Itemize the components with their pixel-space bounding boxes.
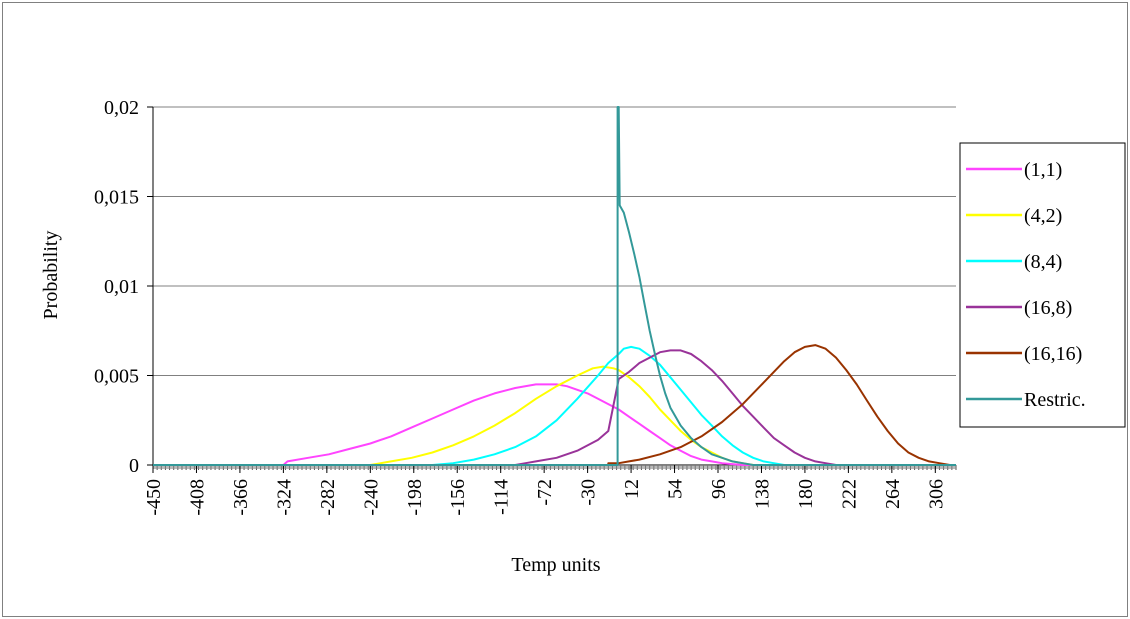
series-line-1 <box>153 365 956 466</box>
y-axis-title: Probability <box>40 231 62 320</box>
x-tick-label: -72 <box>534 479 556 506</box>
axes <box>147 106 957 473</box>
legend-label: (16,8) <box>1024 297 1072 319</box>
x-tick-label: -156 <box>447 479 469 516</box>
legend-box <box>959 142 1126 428</box>
x-tick-label: 54 <box>665 479 687 499</box>
x-tick-label: 96 <box>708 479 730 499</box>
x-tick-label: 222 <box>838 479 860 509</box>
legend-label: (16,16) <box>1024 343 1082 365</box>
x-tick-label: -408 <box>186 479 208 516</box>
gridlines <box>153 106 956 376</box>
y-tick-label: 0 <box>129 455 139 477</box>
legend: (1,1) (4,2) (8,4) (16,8) (16,16) Restric. <box>959 142 1126 428</box>
series-lines <box>153 106 956 466</box>
x-tick-label: -114 <box>491 479 513 515</box>
series-line-3 <box>153 349 956 466</box>
x-tick-band <box>153 465 956 469</box>
x-tick-label: -282 <box>317 479 339 516</box>
legend-label: (4,2) <box>1024 205 1062 227</box>
x-tick-label: 306 <box>925 479 947 509</box>
x-tick-label: -450 <box>143 479 165 516</box>
x-tick-labels: -450 -408 -366 -324 -282 -240 -198 -156 -114 -72-… <box>143 479 947 516</box>
legend-label: (8,4) <box>1024 251 1062 273</box>
x-tick-label: 12 <box>621 479 643 499</box>
x-axis-title: Temp units <box>511 554 600 576</box>
y-tick-label: 0,005 <box>94 366 139 388</box>
y-tick-label: 0,01 <box>104 276 139 298</box>
x-tick-label: -240 <box>360 479 382 516</box>
x-tick-label: 138 <box>751 479 773 509</box>
series-line-2 <box>153 345 956 466</box>
x-tick-label: 180 <box>795 479 817 509</box>
series-line-4 <box>153 344 956 466</box>
series-line-0 <box>153 383 956 466</box>
y-tick-label: 0,02 <box>104 97 139 119</box>
x-tick-label: -30 <box>578 479 600 506</box>
x-tick-label: -366 <box>230 479 252 516</box>
x-tick-label: -324 <box>273 479 295 516</box>
y-tick-labels: 0 0,005 0,01 0,015 0,02 <box>94 97 139 477</box>
y-tick-label: 0,015 <box>94 187 139 209</box>
line-chart: 0 0,005 0,01 0,015 0,02 -450 -408 -366 -324 -282… <box>40 97 1126 576</box>
legend-label: Restric. <box>1024 389 1086 411</box>
x-tick-label: 264 <box>882 479 904 509</box>
series-line-5 <box>153 106 956 466</box>
legend-label: (1,1) <box>1024 159 1062 181</box>
x-tick-label: -198 <box>404 479 426 516</box>
